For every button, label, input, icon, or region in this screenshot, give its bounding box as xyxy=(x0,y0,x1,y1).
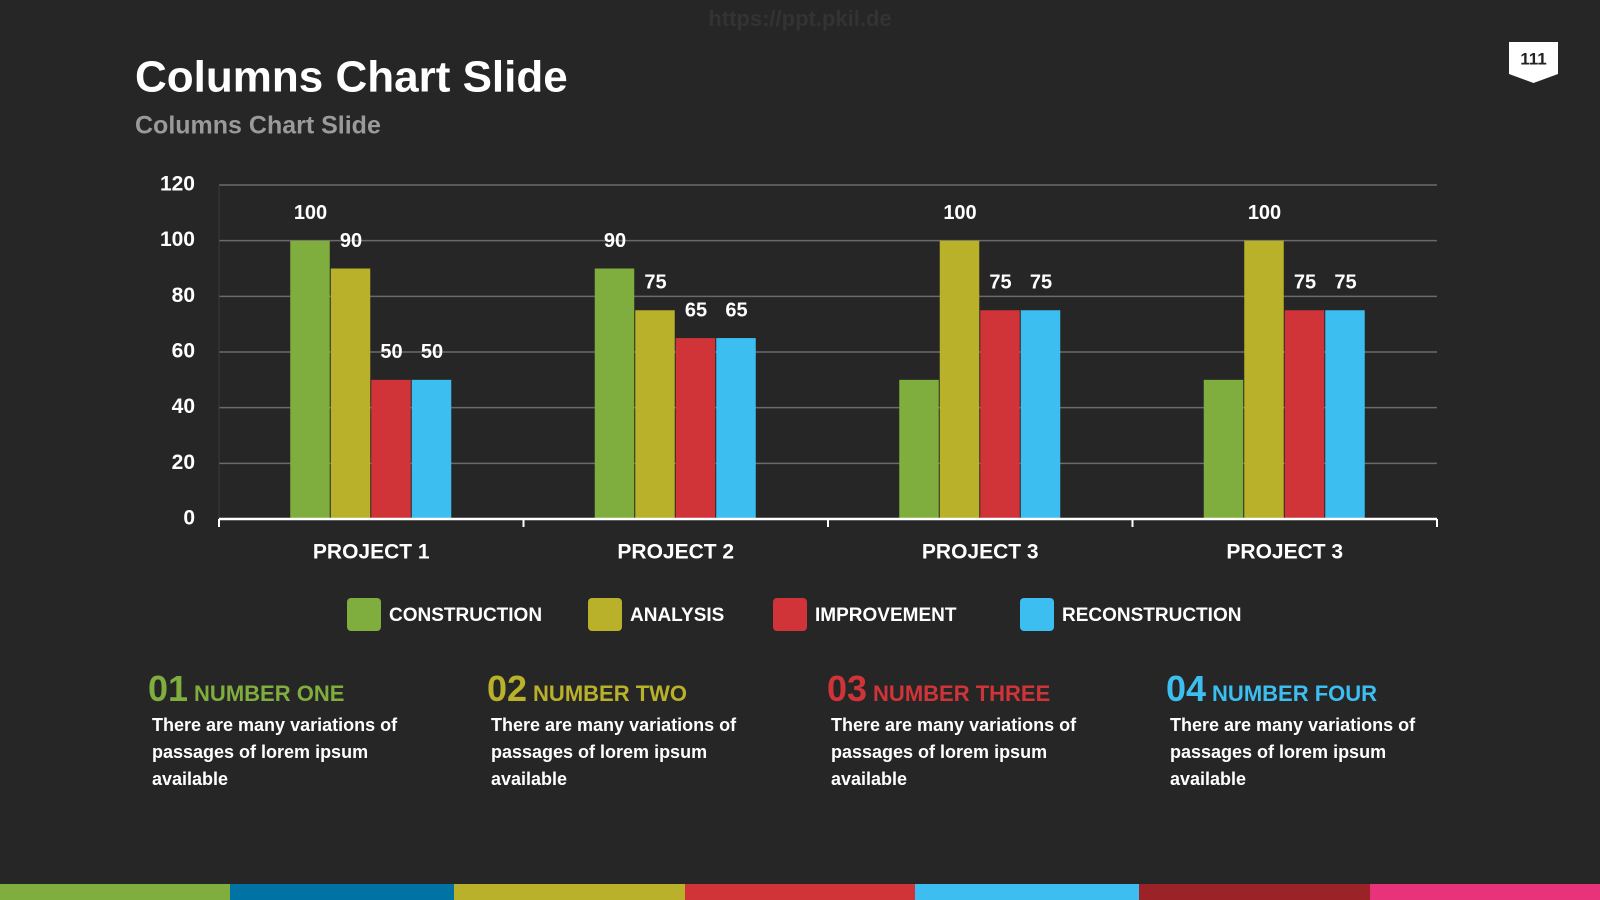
value-label: 100 xyxy=(943,202,976,224)
x-tick-label: PROJECT 3 xyxy=(922,541,1039,564)
strip xyxy=(1139,884,1370,900)
y-tick-label: 0 xyxy=(183,507,195,530)
y-tick-label: 80 xyxy=(172,284,195,307)
bar xyxy=(980,310,1020,519)
item-head: NUMBER ONE xyxy=(194,681,345,706)
y-tick-label: 100 xyxy=(160,228,195,251)
item-body: There are many variations of passages of… xyxy=(152,715,398,789)
title: Columns Chart Slide xyxy=(135,53,568,102)
value-label: 50 xyxy=(380,341,402,363)
item-num: 04 xyxy=(1166,668,1207,709)
subtitle: Columns Chart Slide xyxy=(135,112,381,140)
y-tick-label: 40 xyxy=(172,395,195,418)
strip xyxy=(915,884,1139,900)
value-label: 100 xyxy=(1248,202,1281,224)
info-item: 01 NUMBER ONE There are many variations of… xyxy=(148,668,448,793)
item-body: There are many variations of passages of… xyxy=(1170,715,1416,789)
x-tick-label: PROJECT 1 xyxy=(313,541,430,564)
bar xyxy=(716,338,756,519)
bar xyxy=(1244,240,1284,519)
legend-label: IMPROVEMENT xyxy=(815,605,957,626)
item-num: 03 xyxy=(827,668,868,709)
item-body: There are many variations of passages of… xyxy=(831,715,1077,789)
value-label: 75 xyxy=(1294,272,1316,294)
strip xyxy=(230,884,454,900)
legend-swatch xyxy=(1020,598,1054,631)
bar xyxy=(635,310,675,519)
strip xyxy=(685,884,915,900)
page-badge xyxy=(1509,42,1558,83)
item-body: There are many variations of passages of… xyxy=(491,715,737,789)
bar xyxy=(1020,310,1061,519)
bar xyxy=(1203,379,1244,519)
value-label: 100 xyxy=(294,202,327,224)
item-heading-row: 04 NUMBER FOUR xyxy=(1166,668,1466,710)
info-item: 04 NUMBER FOUR There are many variations o… xyxy=(1166,668,1466,793)
x-tick-label: PROJECT 3 xyxy=(1226,541,1343,564)
item-num: 01 xyxy=(148,668,189,709)
bar xyxy=(371,379,411,519)
item-head: NUMBER FOUR xyxy=(1212,681,1378,706)
value-label: 50 xyxy=(421,341,443,363)
item-heading-row: 02 NUMBER TWO xyxy=(487,668,787,710)
y-tick-label: 20 xyxy=(172,451,195,474)
value-label: 75 xyxy=(644,272,666,294)
item-num: 02 xyxy=(487,668,528,709)
bar xyxy=(675,338,716,519)
value-label: 75 xyxy=(989,272,1011,294)
bar xyxy=(899,379,939,519)
x-tick-label: PROJECT 2 xyxy=(617,541,734,564)
legend-label: ANALYSIS xyxy=(630,605,724,626)
page-number: 111 xyxy=(1520,49,1547,68)
bar xyxy=(411,379,452,519)
info-item: 03 NUMBER THREE There are many variations … xyxy=(827,668,1127,793)
legend-label: RECONSTRUCTION xyxy=(1062,605,1241,626)
item-heading-row: 03 NUMBER THREE xyxy=(827,668,1127,710)
value-label: 75 xyxy=(1030,272,1052,294)
strip xyxy=(0,884,230,900)
value-label: 65 xyxy=(685,299,707,321)
value-label: 90 xyxy=(340,230,362,252)
y-tick-label: 120 xyxy=(160,173,195,196)
bar xyxy=(1325,310,1365,519)
value-label: 90 xyxy=(604,230,626,252)
legend-swatch xyxy=(347,598,381,631)
legend-swatch xyxy=(588,598,622,631)
legend-swatch xyxy=(773,598,807,631)
bar xyxy=(1284,310,1325,519)
value-label: 65 xyxy=(725,299,747,321)
item-heading-row: 01 NUMBER ONE xyxy=(148,668,448,710)
bar xyxy=(290,240,330,519)
item-head: NUMBER TWO xyxy=(533,681,688,706)
bar xyxy=(939,240,980,519)
item-head: NUMBER THREE xyxy=(873,681,1051,706)
watermark: https://ppt.pkil.de xyxy=(708,6,891,31)
y-tick-label: 60 xyxy=(172,340,195,363)
strip xyxy=(1370,884,1600,900)
bar xyxy=(330,268,371,519)
legend-label: CONSTRUCTION xyxy=(389,605,542,626)
value-label: 75 xyxy=(1334,272,1356,294)
info-item: 02 NUMBER TWO There are many variations of… xyxy=(487,668,787,793)
bar xyxy=(594,268,635,519)
strip xyxy=(454,884,685,900)
